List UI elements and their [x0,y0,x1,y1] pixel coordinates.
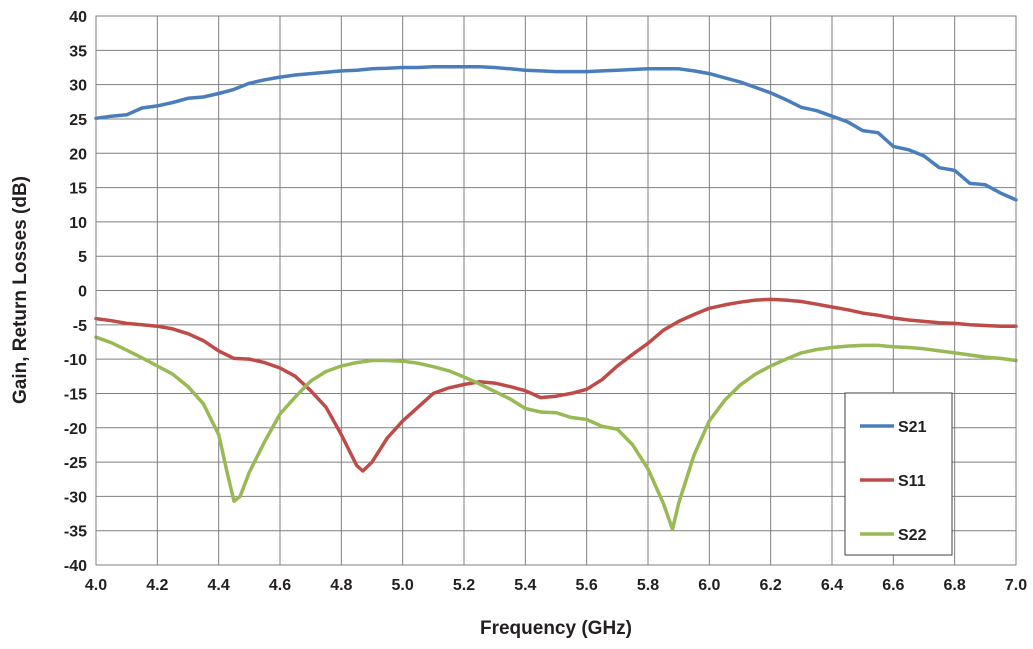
legend-label-s11: S11 [898,473,926,490]
x-tick-label: 6.8 [944,577,966,594]
x-tick-label: 7.0 [1005,577,1027,594]
y-tick-label: -40 [64,558,87,575]
y-tick-label: 0 [78,284,87,301]
x-tick-label: 4.0 [85,577,107,594]
y-tick-label: -5 [73,318,87,335]
series-line-s11 [94,297,1018,473]
legend-box [844,392,953,556]
y-tick-label: -10 [64,352,87,369]
y-tick-label: 40 [69,9,87,26]
y-tick-label: 15 [69,181,87,198]
series-line-s22 [94,335,1018,532]
y-tick-label: -25 [64,455,87,472]
y-tick-label: 25 [69,112,87,129]
y-tick-label: -30 [64,489,87,506]
x-tick-label: 6.2 [760,577,782,594]
y-axis-title: Gain, Return Losses (dB) [10,176,31,404]
x-tick-label: 6.6 [882,577,904,594]
x-tick-label: 4.6 [269,577,291,594]
x-tick-labels: 4.0 4.2 4.4 4.6 4.8 5.0 5.2 5.4 5.6 5.8 6.0 6.2 6.4 6… [85,577,1027,594]
x-tick-label: 5.0 [392,577,414,594]
plot-frame [95,15,1017,566]
x-tick-label: 6.4 [821,577,843,594]
y-tick-label: -20 [64,421,87,438]
y-tick-labels: 40 35 30 25 20 15 10 5 0 -5 -10 -15 -20 -25 -30 -35 -40 [64,9,87,575]
y-tick-label: -35 [64,524,87,541]
series-line-s21 [94,65,1018,202]
legend-label-s22: S22 [898,527,927,544]
y-tick-label: 5 [78,249,87,266]
y-tick-label: -15 [64,386,87,403]
series-lines [94,65,1018,532]
x-tick-label: 5.8 [637,577,659,594]
legend: S21 S11 S22 [844,392,953,556]
x-tick-label: 4.8 [330,577,352,594]
legend-label-s21: S21 [898,419,927,436]
y-tick-label: 20 [69,146,87,163]
y-tick-label: 30 [69,78,87,95]
x-tick-label: 6.0 [698,577,720,594]
axes [95,15,1017,566]
x-axis-title: Frequency (GHz) [480,618,632,639]
x-tick-label: 5.2 [453,577,475,594]
x-tick-label: 5.4 [514,577,536,594]
x-tick-label: 5.6 [576,577,598,594]
x-tick-label: 4.2 [146,577,168,594]
x-tick-label: 4.4 [208,577,230,594]
y-tick-label: 10 [69,215,87,232]
y-tick-label: 35 [69,43,87,60]
